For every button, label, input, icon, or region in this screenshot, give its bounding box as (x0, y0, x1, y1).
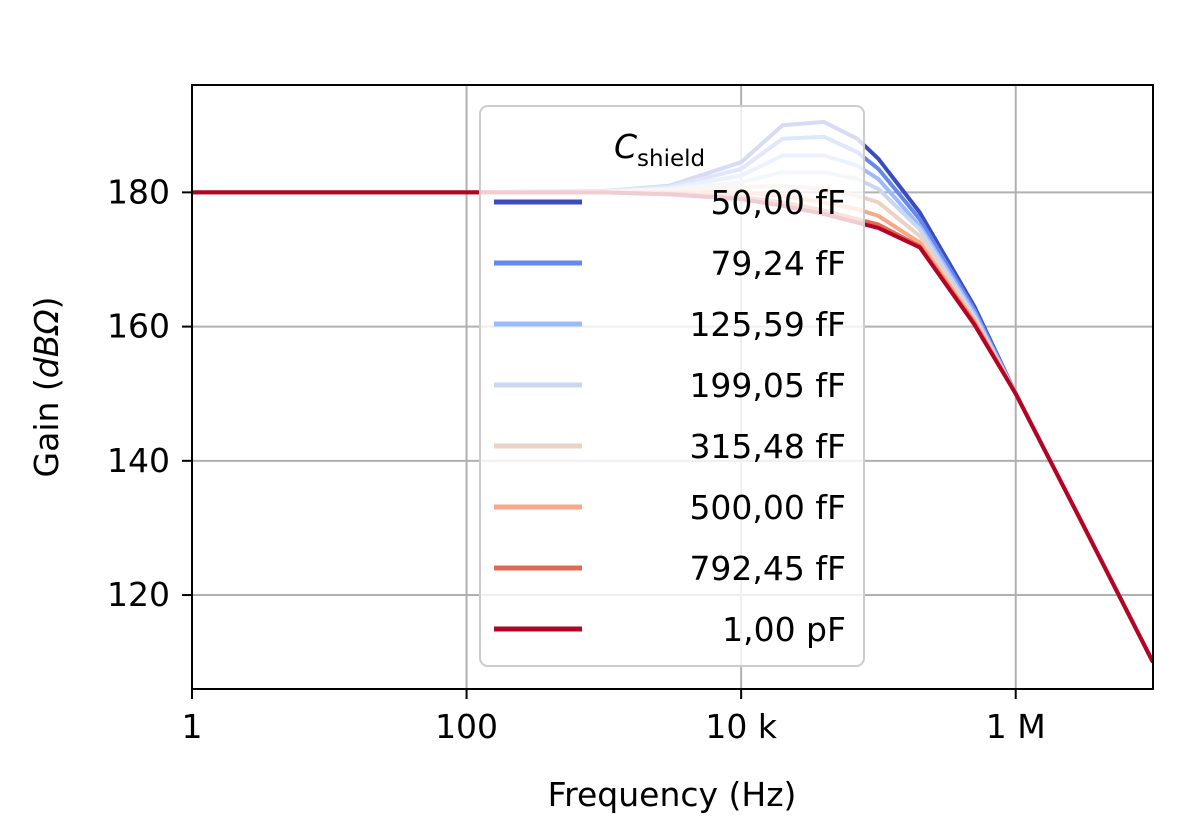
legend-label: 79,24 fF (710, 244, 846, 283)
legend-label: 125,59 fF (689, 305, 846, 344)
x-tick-label: 1 M (986, 707, 1046, 746)
legend-box (479, 105, 865, 667)
y-axis-label-prefix: Gain ( (27, 378, 66, 477)
legend-label: 792,45 fF (689, 549, 846, 588)
legend-label: 50,00 fF (710, 183, 846, 222)
y-tick-label: 180 (107, 172, 170, 211)
legend-title-sub: shield (637, 146, 705, 172)
legend-items: 50,00 fF 79,24 fF 125,59 fF 199,05 fF 315,48… (494, 183, 846, 649)
x-tick-label: 100 (435, 707, 498, 746)
y-axis-label-suffix: ) (27, 297, 66, 310)
x-axis-label: Frequency (Hz) (548, 775, 797, 814)
y-axis-label-unit: dBΩ (27, 309, 66, 378)
legend-title: Cshield (614, 127, 705, 172)
y-tick-label: 120 (107, 575, 170, 614)
x-tick-label: 10 k (705, 707, 777, 746)
y-axis-label: Gain (dBΩ) (27, 297, 66, 478)
legend-label: 199,05 fF (689, 366, 846, 405)
axis-ticks: 1 100 10 k 1 M 120 140 160 180 (107, 172, 1046, 746)
legend-title-main: C (614, 127, 637, 166)
plot-frame (191, 84, 1154, 690)
y-tick-label: 140 (107, 441, 170, 480)
x-tick-label: 1 (182, 707, 203, 746)
legend-label: 500,00 fF (689, 488, 846, 527)
legend-label: 1,00 pF (722, 610, 846, 649)
legend: Cshield 50,00 fF 79,24 fF 125,59 fF 199,05 … (479, 105, 865, 667)
legend-label: 315,48 fF (689, 427, 846, 466)
y-tick-label: 160 (107, 307, 170, 346)
